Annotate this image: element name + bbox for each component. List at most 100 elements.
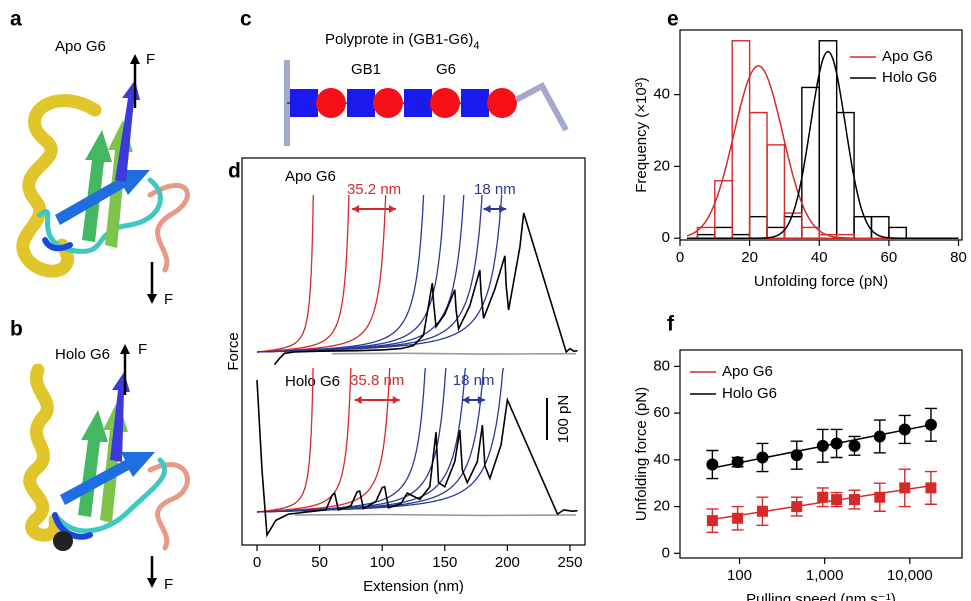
data-point	[848, 439, 861, 452]
protein-strand	[110, 372, 130, 462]
y-tick-label: 20	[653, 498, 670, 515]
x-tick-label: 100	[727, 567, 752, 584]
panel-letter: a	[10, 8, 22, 31]
panel-letter: b	[10, 318, 23, 341]
histogram-bar	[714, 226, 733, 239]
x-tick-label: 80	[950, 249, 967, 266]
force-trace	[273, 212, 578, 366]
panel-letter: e	[667, 8, 679, 31]
legend-label: Apo G6	[722, 363, 773, 380]
wlc-fit	[257, 194, 387, 353]
arrowhead	[483, 205, 491, 213]
gaussian-fit	[687, 50, 959, 239]
protein-sheet	[55, 170, 150, 225]
force-label: F	[146, 51, 155, 68]
retract-trace	[332, 352, 577, 355]
panel-letter: d	[228, 160, 241, 183]
data-point	[925, 482, 937, 494]
x-tick-label: 0	[253, 554, 261, 571]
plot-frame	[241, 157, 586, 546]
data-point	[817, 491, 829, 503]
histogram-bar	[818, 40, 838, 239]
x-tick-label: 60	[881, 249, 898, 266]
data-point	[874, 491, 886, 503]
y-tick-label: 80	[653, 357, 670, 374]
arrowhead	[130, 54, 140, 64]
data-point	[706, 458, 719, 471]
y-tick-label: 0	[662, 544, 670, 561]
y-tick-label: 0	[662, 229, 670, 246]
legend-label: Holo G6	[722, 385, 777, 402]
y-tick-label: 40	[653, 451, 670, 468]
panel-letter: f	[667, 313, 675, 336]
arrowhead	[462, 396, 470, 404]
data-point	[816, 439, 829, 452]
data-point	[706, 515, 718, 527]
legend-label: Apo G6	[882, 48, 933, 65]
protein-sheet	[60, 452, 155, 505]
force-trace	[256, 380, 578, 538]
plot-frame	[679, 349, 963, 559]
panel-title: Holo G6	[55, 346, 110, 363]
data-point	[831, 494, 843, 506]
panel-title: Apo G6	[55, 38, 106, 55]
data-point	[848, 494, 860, 506]
wlc-fit	[257, 194, 483, 353]
wlc-fit	[257, 194, 465, 353]
data-point	[898, 423, 911, 436]
histogram-bar	[731, 40, 751, 239]
data-point	[731, 456, 744, 469]
span-label: 35.2 nm	[347, 181, 401, 198]
histogram-bar	[748, 215, 768, 239]
wlc-fit	[257, 194, 314, 353]
histogram-bar	[766, 144, 786, 239]
histogram-bar	[714, 180, 733, 239]
span-label: 35.8 nm	[350, 372, 404, 389]
force-label: F	[164, 291, 173, 308]
x-tick-label: 0	[676, 249, 684, 266]
data-point	[791, 501, 803, 513]
wlc-fit	[257, 194, 350, 353]
trace-label: Apo G6	[285, 168, 336, 185]
panel-title: Polyprote in (GB1-G6)4	[325, 31, 480, 52]
span-label: 18 nm	[453, 372, 495, 389]
x-axis-label: Extension (nm)	[363, 578, 464, 595]
x-tick-label: 250	[557, 554, 582, 571]
protein-cartoon	[16, 94, 190, 278]
span-label: 18 nm	[474, 181, 516, 198]
arrowhead	[352, 205, 360, 213]
y-tick-label: 40	[653, 86, 670, 103]
plot-frame	[679, 29, 963, 241]
y-tick-label: 20	[653, 157, 670, 174]
y-axis-label: Unfolding force (pN)	[633, 387, 650, 521]
title-text: Polyprote in (GB1-G6)	[325, 31, 473, 48]
x-tick-label: 40	[811, 249, 828, 266]
x-axis-label: Unfolding force (pN)	[754, 273, 888, 290]
force-label: F	[138, 341, 147, 358]
legend-label: Holo G6	[882, 69, 937, 86]
data-point	[924, 418, 937, 431]
arrowhead	[392, 396, 400, 404]
protein-cartoon	[23, 363, 190, 551]
domain-label: GB1	[351, 61, 381, 78]
data-point	[756, 451, 769, 464]
retract-trace	[294, 513, 577, 517]
data-point	[830, 437, 843, 450]
arrowhead	[499, 205, 507, 213]
arrowhead	[120, 344, 130, 354]
panel-letter: c	[240, 8, 252, 31]
y-axis-label: Force	[225, 332, 242, 370]
title-subscript: 4	[473, 40, 479, 52]
protein-sheet	[82, 130, 112, 242]
x-axis-label: Pulling speed (nm s⁻¹)	[746, 591, 896, 601]
x-tick-label: 150	[432, 554, 457, 571]
wlc-fit	[257, 367, 427, 513]
gaussian-fit	[686, 65, 959, 239]
force-label: F	[164, 576, 173, 593]
data-point	[899, 482, 911, 494]
arrowhead	[354, 396, 362, 404]
arrowhead	[147, 294, 157, 304]
arrowhead	[388, 205, 396, 213]
